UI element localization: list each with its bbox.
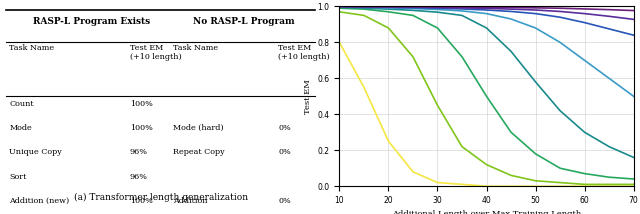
- Text: 100%: 100%: [130, 124, 153, 132]
- Text: Sort: Sort: [10, 173, 27, 181]
- Text: 0%: 0%: [278, 197, 291, 205]
- X-axis label: Additional Length over Max Training Length: Additional Length over Max Training Leng…: [392, 210, 581, 214]
- Text: 0%: 0%: [278, 124, 291, 132]
- Text: 100%: 100%: [130, 197, 153, 205]
- Text: RASP-L Program Exists: RASP-L Program Exists: [33, 17, 150, 26]
- Text: Unique Copy: Unique Copy: [10, 149, 62, 156]
- Text: Test EM
(+10 length): Test EM (+10 length): [278, 44, 330, 61]
- Text: Addition (new): Addition (new): [10, 197, 70, 205]
- Text: 96%: 96%: [130, 173, 148, 181]
- Text: No RASP-L Program: No RASP-L Program: [193, 17, 295, 26]
- Text: Task Name: Task Name: [173, 44, 218, 52]
- Text: Repeat Copy: Repeat Copy: [173, 149, 225, 156]
- Text: Mode (hard): Mode (hard): [173, 124, 224, 132]
- Text: Test EM
(+10 length): Test EM (+10 length): [130, 44, 182, 61]
- Text: (a) Transformer length generalization: (a) Transformer length generalization: [74, 193, 248, 202]
- Text: 96%: 96%: [130, 149, 148, 156]
- Text: Count: Count: [10, 100, 34, 108]
- Text: 100%: 100%: [130, 100, 153, 108]
- Text: Task Name: Task Name: [10, 44, 54, 52]
- Text: Mode: Mode: [10, 124, 32, 132]
- Y-axis label: Test EM: Test EM: [304, 79, 312, 114]
- Text: Addition: Addition: [173, 197, 208, 205]
- Text: 0%: 0%: [278, 149, 291, 156]
